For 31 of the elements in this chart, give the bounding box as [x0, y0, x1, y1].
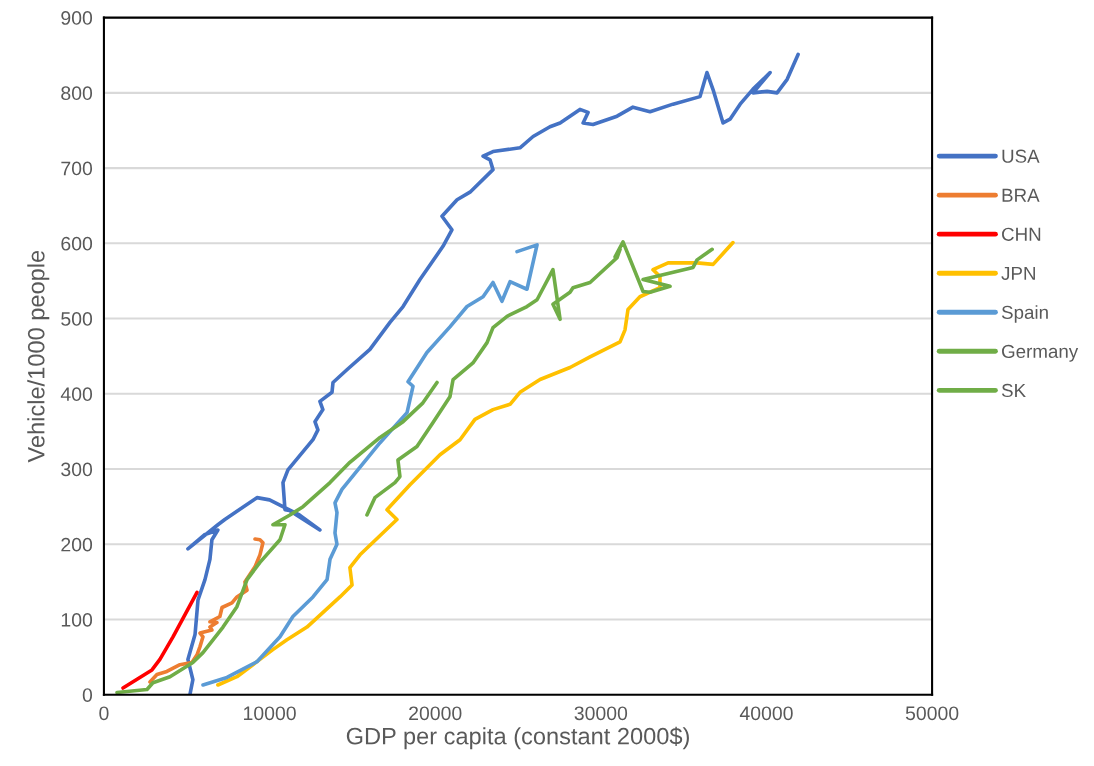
y-tick-label: 100 [61, 612, 93, 627]
line-series [121, 590, 199, 690]
y-tick-label: 400 [60, 387, 93, 402]
legend-label: CHN [1002, 227, 1041, 241]
legend-label: BRA [1002, 188, 1040, 202]
y-tick-label: 500 [61, 312, 93, 326]
x-tick-label: 20000 [409, 706, 462, 721]
legend-label: Spain [1001, 305, 1048, 323]
legend-label: USA [1002, 149, 1040, 163]
line-series [115, 380, 439, 695]
line-series [201, 243, 539, 687]
x-tick-label: 40000 [739, 706, 793, 721]
y-tick-label: 0 [82, 688, 93, 702]
x-tick-label: 50000 [905, 706, 959, 721]
y-tick-label: 200 [61, 537, 93, 552]
legend-label: Germany [1002, 344, 1079, 362]
x-axis-title: GDP per capita (constant 2000$) [346, 726, 689, 750]
x-tick-label: 0 [99, 706, 109, 721]
legend-label: SK [1001, 383, 1026, 398]
line-series [216, 240, 735, 687]
y-tick-label: 900 [61, 11, 93, 25]
y-tick-label: 600 [61, 236, 93, 251]
y-tick-label: 700 [61, 161, 93, 176]
line-series [186, 52, 800, 695]
line-series [365, 240, 714, 517]
y-tick-label: 300 [61, 462, 93, 477]
y-tick-label: 800 [61, 86, 93, 101]
x-tick-label: 10000 [244, 706, 296, 721]
y-axis-title: Vehicle/1000 people [27, 250, 50, 463]
x-tick-label: 30000 [574, 706, 628, 721]
legend-label: JPN [1001, 266, 1035, 280]
